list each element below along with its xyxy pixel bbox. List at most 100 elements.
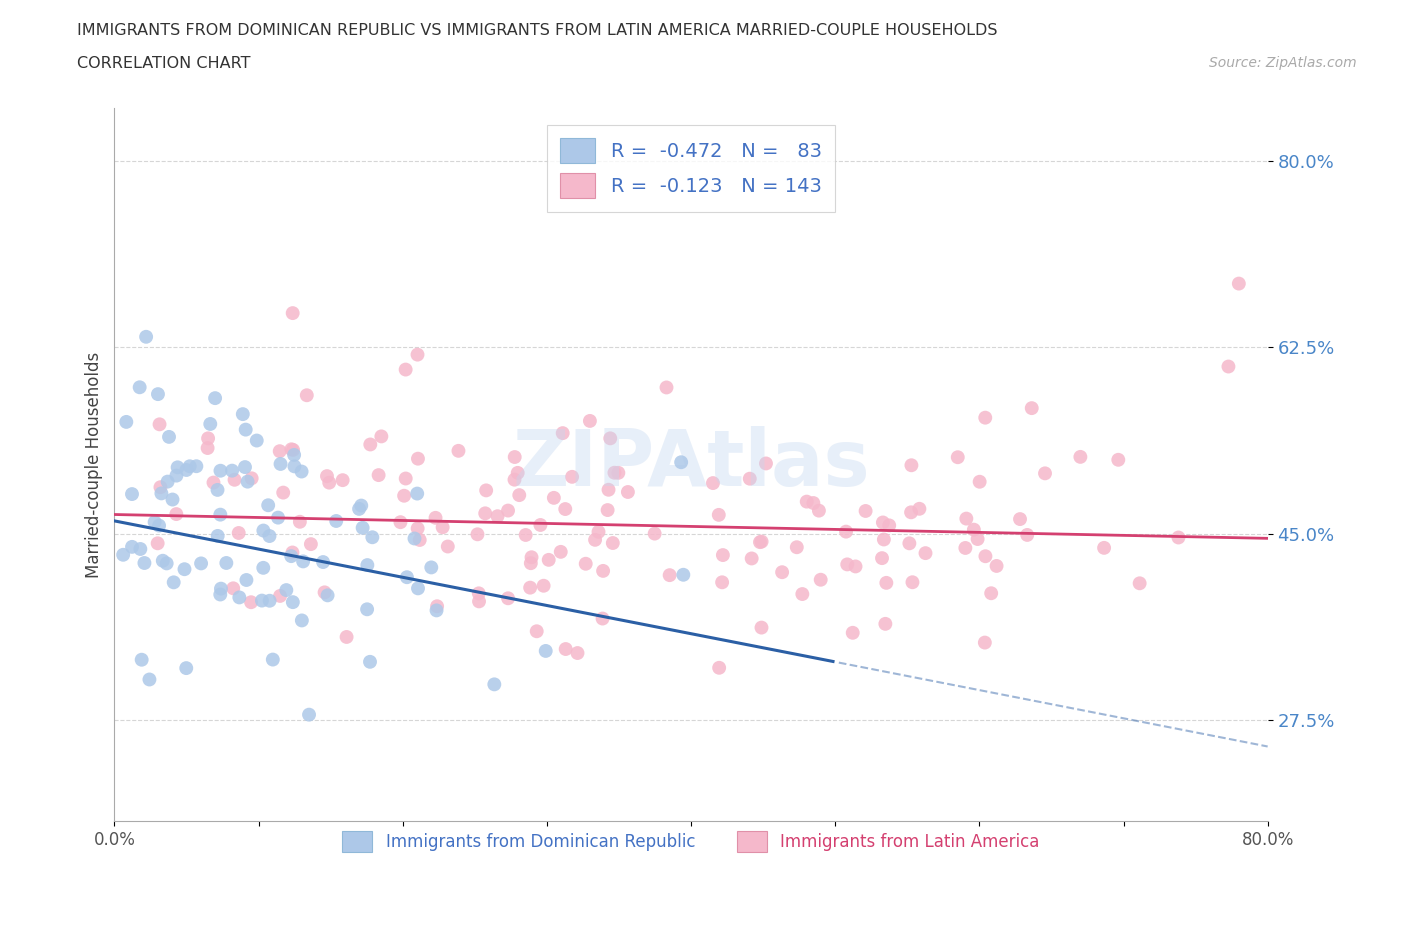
Point <box>1107 452 1129 467</box>
Point <box>496 503 519 518</box>
Point <box>395 472 418 486</box>
Point <box>298 707 321 722</box>
Point <box>166 460 188 475</box>
Point <box>173 562 195 577</box>
Point <box>844 559 866 574</box>
Point <box>406 347 429 362</box>
Point <box>810 572 832 587</box>
Point <box>550 544 572 559</box>
Point <box>908 501 931 516</box>
Point <box>425 511 447 525</box>
Point <box>1017 527 1039 542</box>
Point <box>267 511 290 525</box>
Point <box>165 468 187 483</box>
Point <box>583 532 606 547</box>
Point <box>966 532 988 547</box>
Point <box>233 459 256 474</box>
Point <box>841 625 863 640</box>
Point <box>262 652 284 667</box>
Point <box>200 417 222 432</box>
Point <box>283 458 305 473</box>
Point <box>520 556 543 571</box>
Point <box>588 525 610 539</box>
Point <box>406 581 429 596</box>
Point <box>197 431 219 445</box>
Point <box>749 535 772 550</box>
Point <box>484 677 506 692</box>
Point <box>426 599 449 614</box>
Point <box>179 458 201 473</box>
Point <box>207 483 229 498</box>
Point <box>281 306 304 321</box>
Point <box>281 594 304 609</box>
Point <box>526 624 548 639</box>
Point <box>186 458 208 473</box>
Point <box>669 455 692 470</box>
Point <box>163 575 186 590</box>
Point <box>367 468 389 483</box>
Point <box>707 508 730 523</box>
Point <box>873 532 896 547</box>
Point <box>755 456 778 471</box>
Point <box>567 645 589 660</box>
Point <box>496 591 519 605</box>
Point <box>204 391 226 405</box>
Point <box>389 514 412 529</box>
Point <box>543 490 565 505</box>
Point <box>395 362 418 377</box>
Point <box>1069 449 1091 464</box>
Point <box>257 498 280 512</box>
Point <box>711 548 734 563</box>
Point <box>392 488 415 503</box>
Point <box>176 462 198 477</box>
Point <box>347 501 370 516</box>
Point <box>901 575 924 590</box>
Point <box>1218 359 1240 374</box>
Point <box>707 660 730 675</box>
Point <box>406 486 429 501</box>
Point <box>468 586 491 601</box>
Point <box>529 518 551 533</box>
Point <box>986 559 1008 574</box>
Point <box>221 463 243 478</box>
Point <box>240 471 263 485</box>
Point <box>209 507 232 522</box>
Point <box>316 588 339 603</box>
Point <box>508 487 530 502</box>
Text: CORRELATION CHART: CORRELATION CHART <box>77 56 250 71</box>
Point <box>599 431 621 445</box>
Point <box>316 469 339 484</box>
Point <box>280 442 302 457</box>
Point <box>312 554 335 569</box>
Point <box>395 570 418 585</box>
Point <box>751 534 773 549</box>
Point <box>658 567 681 582</box>
Point <box>224 472 246 487</box>
Point <box>420 560 443 575</box>
Point <box>837 557 859 572</box>
Point <box>974 410 997 425</box>
Point <box>222 581 245 596</box>
Point <box>207 528 229 543</box>
Point <box>314 585 336 600</box>
Point <box>468 594 491 609</box>
Point <box>356 602 378 617</box>
Point <box>515 527 537 542</box>
Point <box>359 655 381 670</box>
Point <box>246 433 269 448</box>
Point <box>156 556 179 571</box>
Point <box>432 520 454 535</box>
Point <box>575 556 598 571</box>
Point <box>963 523 986 538</box>
Text: Source: ZipAtlas.com: Source: ZipAtlas.com <box>1209 56 1357 70</box>
Point <box>877 518 900 533</box>
Point <box>143 514 166 529</box>
Point <box>486 509 509 524</box>
Point <box>974 549 997 564</box>
Point <box>796 494 818 509</box>
Point <box>232 406 254 421</box>
Point <box>738 472 761 486</box>
Text: IMMIGRANTS FROM DOMINICAN REPUBLIC VS IMMIGRANTS FROM LATIN AMERICA MARRIED-COUP: IMMIGRANTS FROM DOMINICAN REPUBLIC VS IM… <box>77 23 998 38</box>
Point <box>359 437 381 452</box>
Point <box>162 492 184 507</box>
